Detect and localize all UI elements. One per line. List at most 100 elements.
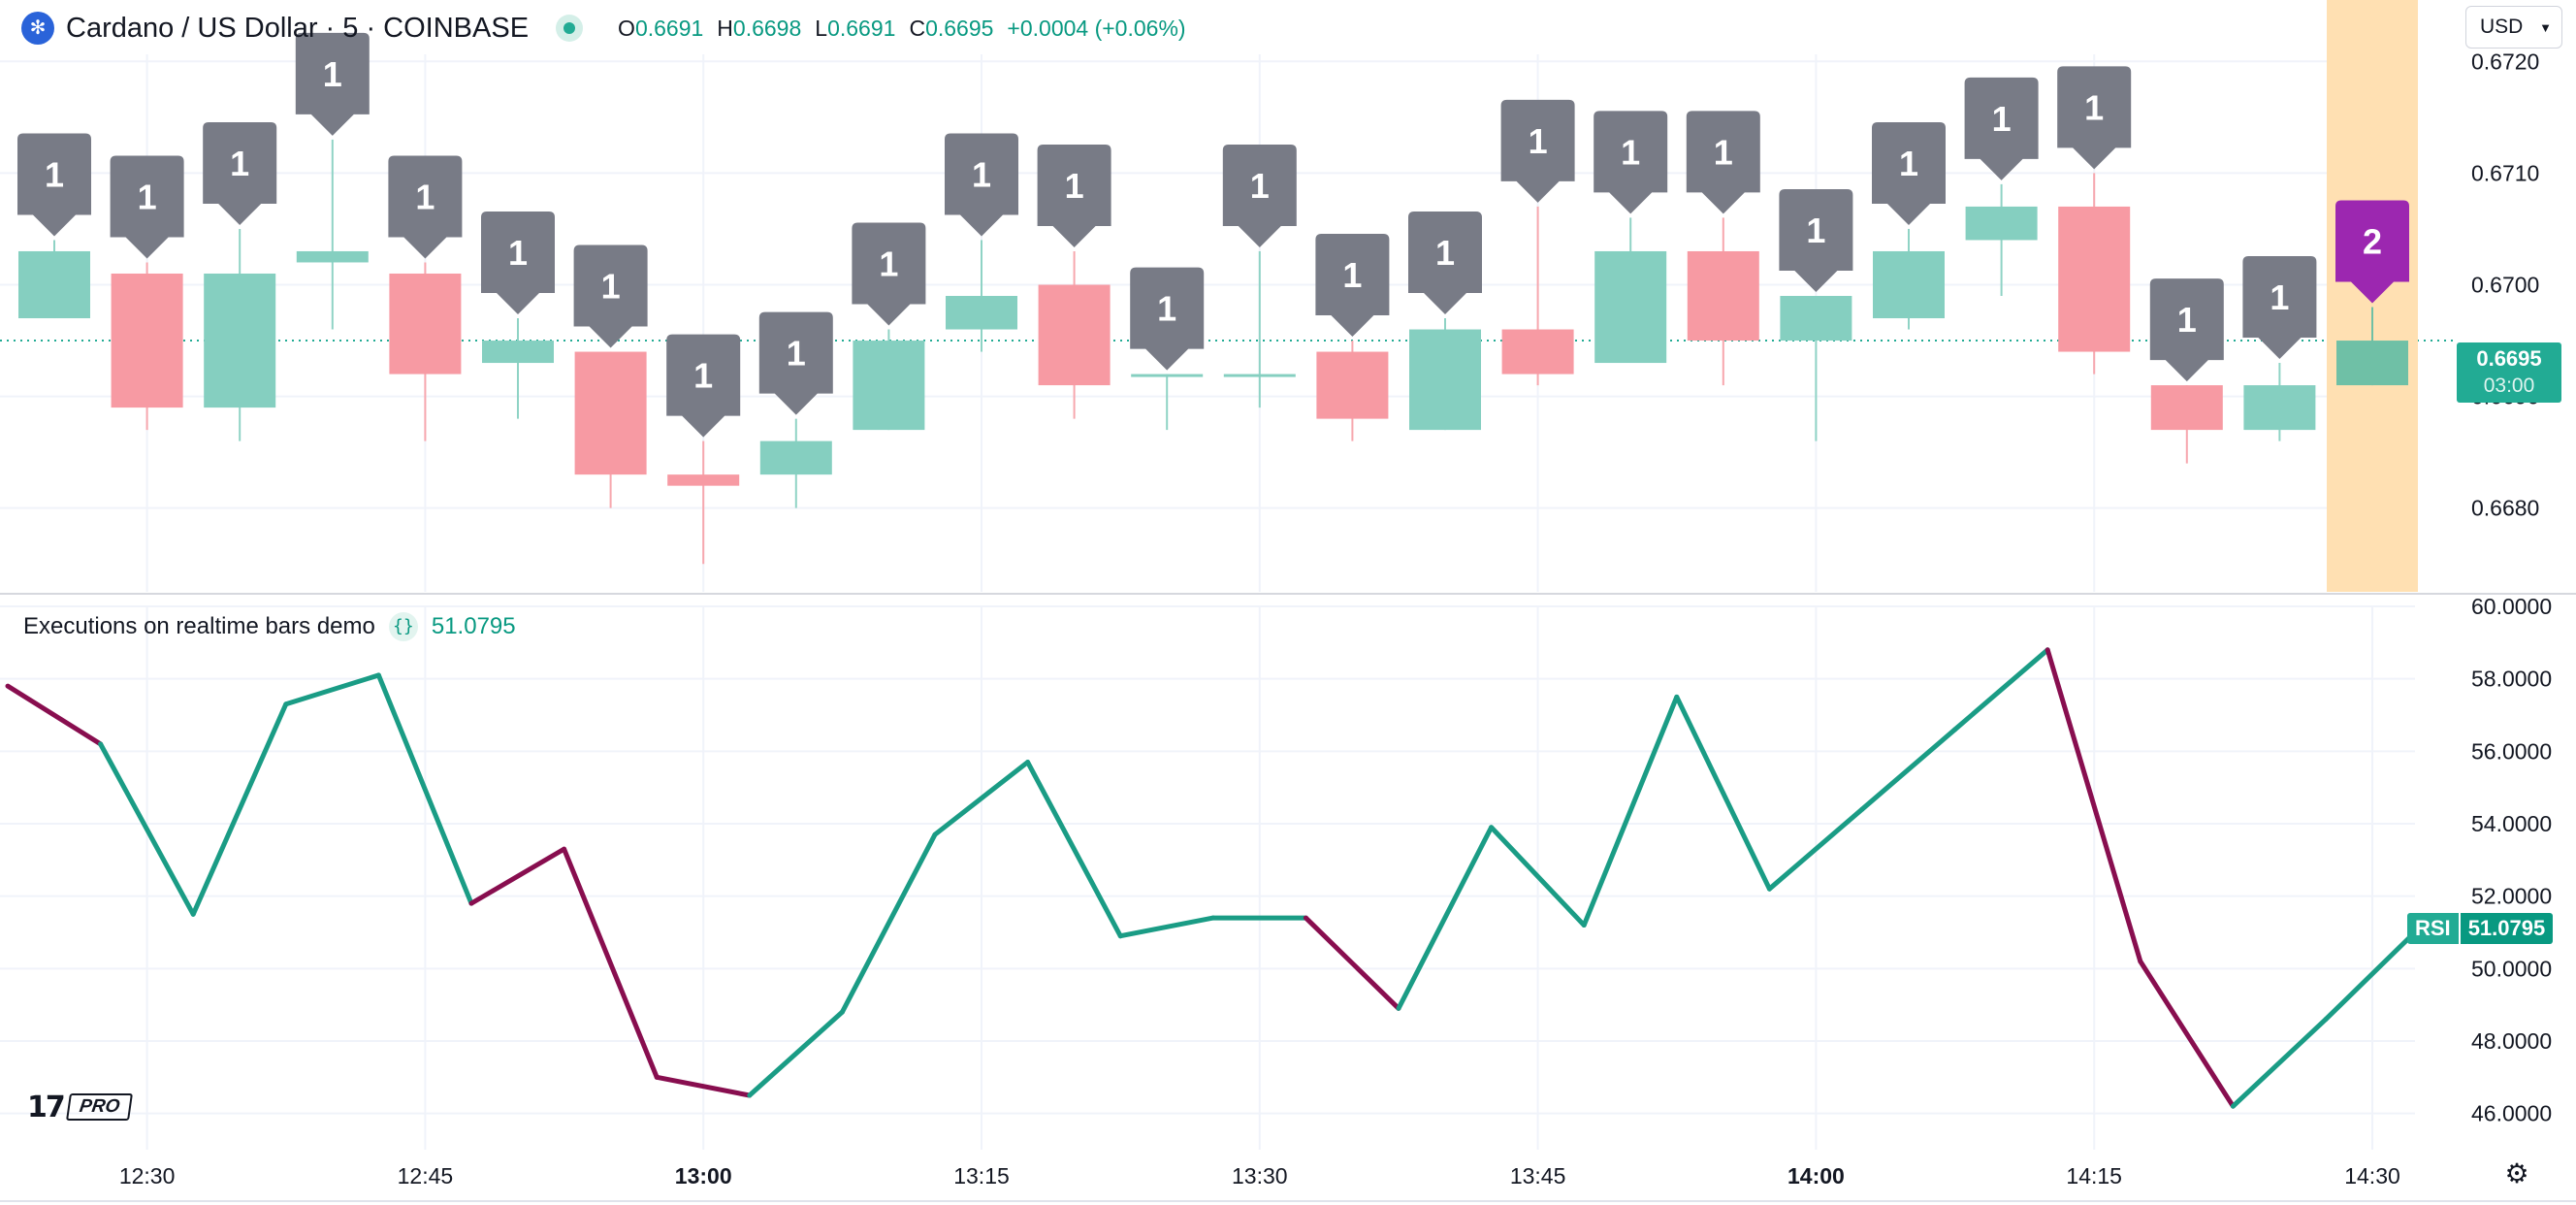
candle-body [18,250,90,319]
open-value: 0.6691 [634,15,704,41]
symbol-title[interactable]: Cardano / US Dollar · 5 · COINBASE [66,12,530,44]
rsi-axis-label: 48.0000 [2471,1028,2552,1054]
currency-label: USD [2480,16,2524,38]
execution-label-balloon [1779,189,1853,292]
candle-body [946,296,1017,330]
execution-count-label: 1 [1621,132,1640,172]
rsi-segment [1859,727,1958,812]
execution-count-label: 1 [1250,166,1270,206]
indicator-name[interactable]: Executions on realtime bars demo [23,613,375,639]
execution-count-label: 1 [2177,300,2197,340]
candle-body [2058,206,2131,352]
execution-labels: 1 1 1 1 1 1 1 1 1 1 1 1 1 1 1 1 1 1 1 1 1 1 1 1 1 2 [17,32,2409,438]
execution-label-balloon [573,244,648,348]
gear-icon[interactable]: ⚙ [2504,1158,2529,1189]
execution-count-label: 1 [1065,166,1084,206]
execution-count-label: 1 [1342,255,1362,295]
rsi-axis-label: 46.0000 [2471,1101,2552,1126]
candles[interactable] [18,139,2408,565]
execution-label-balloon [481,212,555,315]
execution-label-balloon [1408,212,1482,315]
rsi-line[interactable] [5,647,2422,1109]
execution-count-label: 1 [415,177,435,216]
rsi-axis-label: 50.0000 [2471,956,2552,981]
change-value: +0.0004 (+0.06%) [1007,15,1186,41]
candle-body [389,273,462,375]
candle-body [1873,250,1945,319]
time-axis-label: 13:00 [675,1163,732,1189]
rsi-segment [562,846,660,1080]
execution-label-balloon [1500,99,1575,203]
rsi-segment [1117,915,1216,939]
rsi-segment [1489,825,1587,928]
candle-body [1131,374,1204,377]
braces-icon[interactable]: {} [388,612,418,641]
rsi-segment [375,672,474,906]
rsi-segment [1581,694,1680,928]
candle-body [667,474,740,486]
candle-body [1965,206,2038,241]
execution-label-balloon [1594,111,1668,214]
low-label: L [815,15,828,41]
execution-label-balloon [1222,144,1297,247]
last-price-value: 0.6695 [2476,346,2542,371]
execution-label-balloon [1130,267,1205,371]
execution-count-label: 1 [323,54,342,94]
rsi-segment [1303,915,1401,1011]
candle-body [1687,250,1759,342]
rsi-segment [2323,926,2422,1023]
indicator-value: 51.0795 [431,613,516,639]
candle-body [1501,329,1574,375]
time-axis-label: 12:30 [119,1163,176,1189]
execution-count-label: 1 [879,244,898,284]
tradingview-logo-icon: 17 [27,1090,66,1124]
candle-body [1038,284,1111,386]
candle-body [2243,385,2316,431]
rsi-axis-label: 56.0000 [2471,738,2552,764]
rsi-segment [839,831,938,1015]
rsi-segment [2230,1017,2329,1109]
time-axis-label: 13:15 [953,1163,1010,1189]
axes[interactable]: 12:30 12:45 13:00 13:15 13:30 13:45 14:00 14:15… [119,49,2552,1189]
execution-count-label: 1 [1435,233,1455,273]
candle-body [2336,341,2408,386]
execution-label-balloon [758,311,833,415]
execution-count-label: 1 [2270,277,2289,317]
execution-count-label: 1 [787,334,806,374]
execution-label-balloon [110,155,184,259]
close-label: C [909,15,926,41]
execution-count-label: 1 [1992,99,2012,139]
candle-body [574,351,647,475]
rsi-axis-label: 54.0000 [2471,811,2552,836]
candle-body [482,341,554,364]
time-axis-label: 14:00 [1787,1163,1845,1189]
execution-count-label: 1 [601,267,621,307]
rsi-axis-label: 60.0000 [2471,594,2552,619]
chart-header: ✻ Cardano / US Dollar · 5 · COINBASE O0.… [21,8,1186,49]
live-dot-icon [556,15,584,42]
rsi-segment [283,672,381,707]
tradingview-logo[interactable]: 17 PRO [27,1090,133,1124]
candle-body [1780,296,1852,342]
execution-count-label: 1 [45,154,64,194]
logo-pro-label: PRO [65,1093,133,1121]
execution-label-balloon [945,133,1018,237]
ohlc-values: O0.6691 H0.6698 L0.6691 C0.6695 +0.0004 … [618,16,1186,42]
currency-button[interactable]: USD ▼ [2465,6,2562,49]
price-axis-label: 0.6680 [2471,496,2539,521]
execution-count-label: 1 [1529,121,1548,161]
execution-count-label: 1 [230,144,249,183]
candle-body [1223,374,1296,377]
execution-label-balloon [1315,234,1390,338]
rsi-segment [654,1074,753,1098]
execution-label-balloon [1964,77,2039,180]
execution-count-label: 2 [2363,222,2382,262]
open-label: O [618,15,635,41]
candle-body [296,250,369,263]
execution-count-label: 1 [693,356,713,396]
execution-label-balloon [2149,278,2224,382]
execution-label-balloon [203,121,277,225]
rsi-segment [932,760,1031,837]
indicator-header: Executions on realtime bars demo {} 51.0… [23,609,516,644]
execution-count-label: 1 [138,177,157,216]
